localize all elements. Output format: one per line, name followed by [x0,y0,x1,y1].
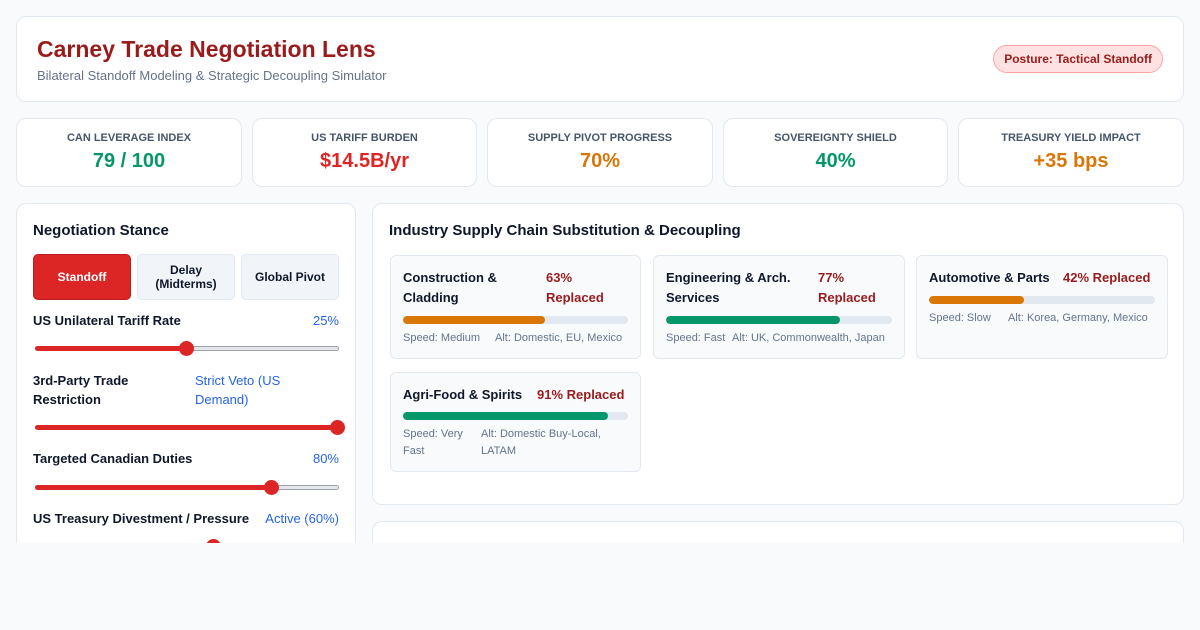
industry-name: Construction & Cladding [403,270,497,305]
kpi-value: 40% [815,150,856,172]
panel-title: Industry Supply Chain Substitution & Dec… [389,222,741,239]
substitution-bar-fill [929,296,1024,304]
slider-thumb[interactable] [179,341,194,356]
tariff-rate-value: 25% [312,313,339,328]
treasury-pressure-label: US Treasury Divestment / Pressure [33,511,250,526]
kpi-sovereignty-shield: Sovereignty Shield 40% [723,118,948,187]
industry-speed: Speed: Fast [666,332,726,344]
slider-fill [35,425,337,430]
industry-replaced: 42% Replaced [1063,270,1151,285]
substitution-bar [403,316,628,324]
industry-alternatives: Alt: Domestic Buy-Local, LATAM [481,428,601,457]
posture-badge: Posture: Tactical Standoff [993,45,1163,73]
kpi-value: 79 / 100 [92,150,166,172]
industry-alternatives: Alt: Korea, Germany, Mexico [1008,312,1148,324]
kpi-value: $14.5B/yr [320,150,409,172]
industry-replaced: 63% Replaced [546,270,604,305]
kpi-tariff-burden: US Tariff Burden $14.5B/yr [252,118,477,187]
secondary-panel [372,521,1184,543]
slider-thumb[interactable] [206,539,222,543]
stance-global-pivot-button[interactable]: Global Pivot [241,254,339,300]
industry-speed: Speed: Slow [929,312,991,324]
industry-name: Agri-Food & Spirits [403,387,523,402]
kpi-label: Sovereignty Shield [774,132,897,144]
kpi-label: Supply Pivot Progress [527,132,673,144]
kpi-value: +35 bps [1033,150,1109,172]
stance-delay-button[interactable]: Delay (Midterms) [137,254,235,300]
trade-restriction-slider[interactable] [35,420,345,435]
kpi-value: 70% [579,150,621,172]
substitution-bar-fill [666,316,841,324]
header-card: Carney Trade Negotiation Lens Bilateral … [16,16,1184,102]
slider-fill [35,485,271,490]
industry-card-construction: Construction & Cladding 63% Replaced Spe… [390,255,641,359]
supply-chain-panel: Industry Supply Chain Substitution & Dec… [372,203,1184,505]
industry-replaced: 77% Replaced [818,270,876,305]
viewport: Carney Trade Negotiation Lens Bilateral … [16,16,1184,543]
industry-name: Engineering & Arch. Services [666,270,791,305]
substitution-bar [666,316,892,324]
slider-thumb[interactable] [263,480,279,495]
kpi-label: CAN Leverage Index [66,132,192,144]
industry-card-agri-food: Agri-Food & Spirits 91% Replaced Speed: … [390,372,641,472]
kpi-label: US Tariff Burden [311,132,418,144]
industry-alternatives: Alt: Domestic, EU, Mexico [495,332,623,344]
trade-restriction-value: Strict Veto (US Demand) [195,373,281,407]
kpi-supply-pivot: Supply Pivot Progress 70% [487,118,713,187]
industry-name: Automotive & Parts [929,270,1050,285]
canadian-duties-slider[interactable] [35,480,339,495]
canadian-duties-value: 80% [312,451,339,466]
substitution-bar [929,296,1155,304]
substitution-bar-fill [403,412,608,420]
kpi-label: Treasury Yield Impact [1001,132,1141,144]
tariff-rate-slider[interactable] [35,341,339,356]
kpi-treasury-yield: Treasury Yield Impact +35 bps [958,118,1184,187]
industry-speed: Speed: Very Fast [403,428,463,457]
panel-title: Negotiation Stance [33,222,169,239]
page-title: Carney Trade Negotiation Lens [37,36,376,62]
substitution-bar-fill [403,316,545,324]
industry-card-engineering: Engineering & Arch. Services 77% Replace… [653,255,905,359]
negotiation-stance-panel: Negotiation Stance Standoff Delay (Midte… [16,203,356,543]
page-subtitle: Bilateral Standoff Modeling & Strategic … [37,68,387,83]
stance-standoff-button[interactable]: Standoff [33,254,131,300]
canadian-duties-label: Targeted Canadian Duties [33,451,193,466]
industry-speed: Speed: Medium [403,332,481,344]
substitution-bar [403,412,628,420]
treasury-pressure-value: Active (60%) [265,511,339,526]
kpi-leverage-index: CAN Leverage Index 79 / 100 [16,118,242,187]
slider-fill [35,346,186,351]
trade-restriction-label: 3rd-Party Trade Restriction [33,373,129,407]
slider-thumb[interactable] [330,420,345,435]
industry-alternatives: Alt: UK, Commonwealth, Japan [732,332,885,344]
industry-replaced: 91% Replaced [537,387,625,402]
tariff-rate-label: US Unilateral Tariff Rate [33,313,181,328]
industry-card-automotive: Automotive & Parts 42% Replaced Speed: S… [916,255,1168,359]
